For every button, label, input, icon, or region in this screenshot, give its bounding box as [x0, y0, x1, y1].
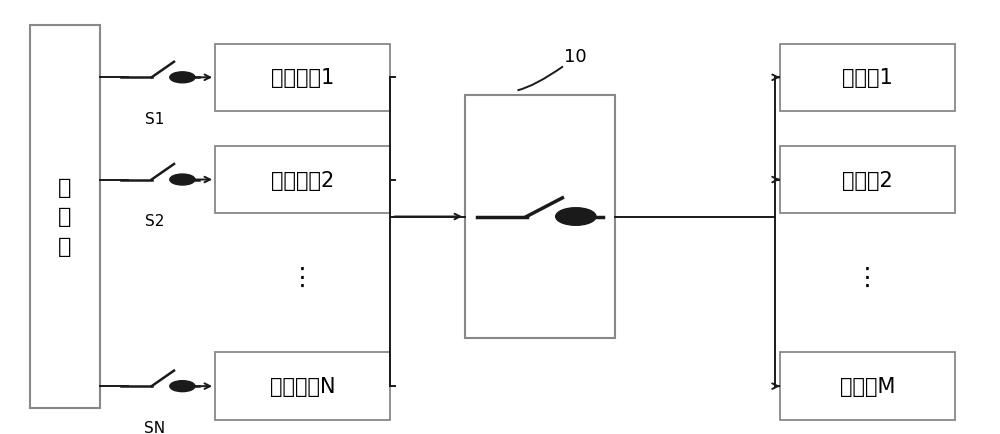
Bar — [215, 44, 390, 112]
Bar — [215, 352, 390, 420]
Bar — [780, 352, 955, 420]
Bar — [465, 95, 615, 339]
Text: 充电枪2: 充电枪2 — [842, 170, 893, 190]
Text: 功率模块2: 功率模块2 — [271, 170, 334, 190]
Circle shape — [556, 208, 596, 226]
Bar — [780, 147, 955, 214]
Text: ⋮: ⋮ — [855, 266, 880, 290]
Text: 10: 10 — [564, 47, 586, 66]
Text: ⋮: ⋮ — [290, 266, 315, 290]
Circle shape — [170, 72, 195, 84]
Text: S2: S2 — [145, 214, 165, 229]
Text: 充电枪1: 充电枪1 — [842, 68, 893, 88]
Circle shape — [170, 174, 195, 186]
Text: S1: S1 — [145, 112, 165, 127]
Bar — [30, 26, 100, 408]
Text: 功率模块N: 功率模块N — [270, 376, 335, 396]
Text: SN: SN — [144, 420, 166, 434]
Text: 充电枪M: 充电枪M — [840, 376, 895, 396]
Text: 功率模块1: 功率模块1 — [271, 68, 334, 88]
Circle shape — [170, 381, 195, 392]
Bar — [215, 147, 390, 214]
Text: 供
电
网: 供 电 网 — [58, 178, 72, 256]
Bar — [780, 44, 955, 112]
